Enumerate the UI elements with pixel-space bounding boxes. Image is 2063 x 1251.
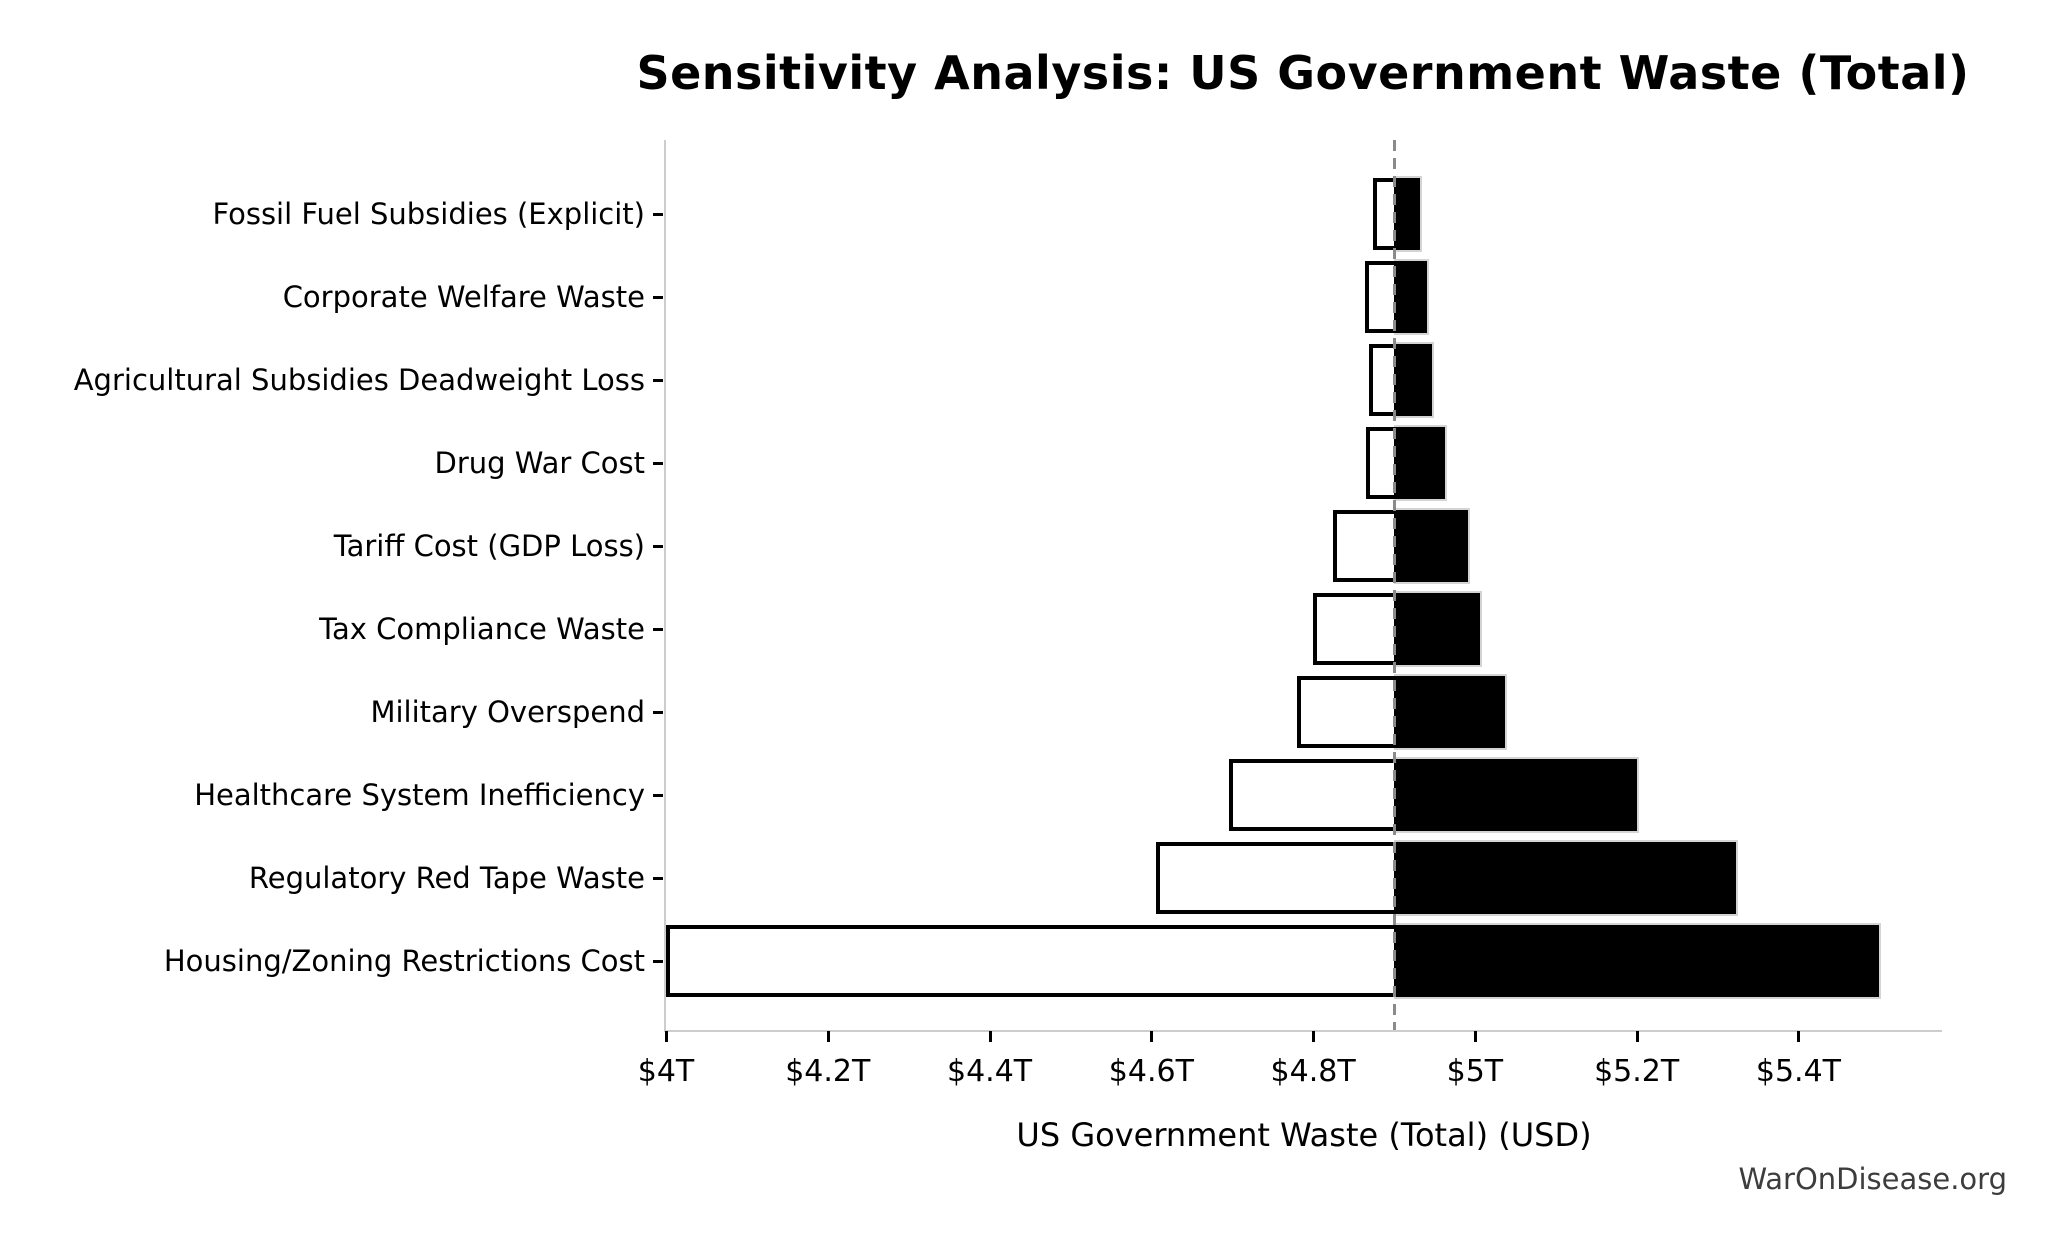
bar-high-segment (1394, 923, 1882, 999)
x-tick (1797, 1031, 1801, 1042)
bar-high-segment (1393, 508, 1471, 584)
x-tick-label: $5T (1446, 1054, 1504, 1089)
watermark: WarOnDisease.org (1738, 1162, 2007, 1196)
x-tick (1473, 1031, 1477, 1042)
y-tick (653, 545, 663, 548)
category-label: Healthcare System Inefficiency (194, 778, 645, 812)
x-tick-label: $4T (637, 1054, 695, 1089)
category-label: Tax Compliance Waste (319, 612, 645, 646)
x-tick-label: $5.4T (1755, 1054, 1841, 1089)
y-tick (653, 628, 663, 631)
tornado-bar-row (1365, 425, 1447, 501)
category-label: Corporate Welfare Waste (282, 280, 645, 314)
tornado-bar-row (666, 923, 1882, 999)
x-tick (665, 1031, 668, 1042)
y-tick (653, 711, 663, 714)
tornado-bar-row (1156, 840, 1739, 916)
y-axis-spine (664, 140, 666, 1032)
tornado-bar-row (1372, 176, 1422, 252)
bar-high-segment (1393, 259, 1430, 335)
bar-high-segment (1393, 757, 1639, 833)
tornado-bar-row (1228, 757, 1639, 833)
category-label: Fossil Fuel Subsidies (Explicit) (212, 197, 645, 231)
y-tick (653, 960, 663, 963)
x-tick (1635, 1031, 1639, 1042)
y-axis-category-labels: Fossil Fuel Subsidies (Explicit) Corporat… (0, 140, 645, 1030)
chart-title: Sensitivity Analysis: US Government Wast… (636, 46, 1970, 100)
x-tick-label: $5.2T (1594, 1054, 1680, 1089)
x-tick-label: $4.2T (785, 1054, 871, 1089)
bar-high-segment (1393, 425, 1447, 501)
category-label: Tariff Cost (GDP Loss) (333, 529, 645, 563)
x-tick (1312, 1031, 1316, 1042)
x-tick-label: $4.6T (1108, 1054, 1194, 1089)
x-tick (988, 1031, 992, 1042)
y-tick (653, 296, 663, 299)
y-tick (653, 877, 663, 880)
x-axis-label: US Government Waste (Total) (USD) (1016, 1116, 1592, 1154)
tornado-bar-row (1333, 508, 1471, 584)
x-tick-label: $4.4T (946, 1054, 1033, 1089)
x-tick-label: $4.8T (1270, 1054, 1356, 1089)
bar-high-segment (1393, 342, 1434, 418)
bar-high-segment (1393, 674, 1507, 750)
y-tick (653, 794, 663, 797)
tornado-bar-row (1313, 591, 1482, 667)
y-tick (653, 213, 663, 216)
category-label: Drug War Cost (434, 446, 645, 480)
bar-high-segment (1393, 591, 1482, 667)
tornado-bar-row (1364, 259, 1430, 335)
x-tick (1150, 1031, 1154, 1042)
x-axis-spine (664, 1030, 1942, 1032)
category-label: Housing/Zoning Restrictions Cost (163, 944, 645, 978)
y-tick (653, 379, 663, 382)
tornado-bar-row (1368, 342, 1434, 418)
tornado-bar-row (1296, 674, 1507, 750)
category-label: Agricultural Subsidies Deadweight Loss (73, 363, 645, 397)
category-label: Military Overspend (370, 695, 645, 729)
y-tick (653, 462, 663, 465)
x-tick (826, 1031, 830, 1042)
category-label: Regulatory Red Tape Waste (248, 861, 645, 895)
bar-high-segment (1393, 176, 1422, 252)
plot-area: $4T $4.2T $4.4T $4.6T $4.8T $5T $5.2T $5.4T (638, 140, 1940, 1089)
bar-high-segment (1393, 840, 1739, 916)
baseline-dashed-line (1393, 140, 1396, 1030)
